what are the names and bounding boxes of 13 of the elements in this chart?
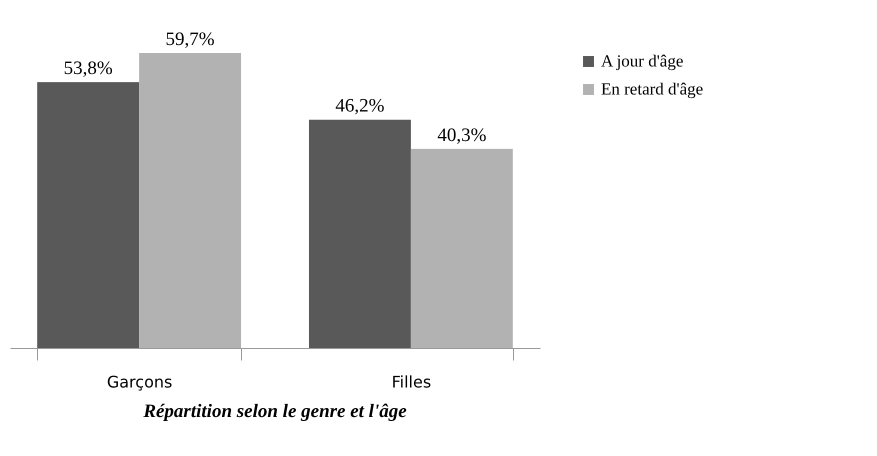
x-tick-label: Garçons (106, 372, 172, 392)
data-label: 59,7% (166, 29, 215, 50)
x-tick-label: Filles (392, 372, 432, 392)
bar (139, 53, 242, 348)
data-label: 53,8% (64, 58, 113, 80)
bar (410, 148, 513, 348)
legend-label: En retard d'âge (601, 80, 704, 98)
data-label: 40,3% (437, 124, 487, 146)
data-label: 46,2% (335, 96, 385, 117)
bar (37, 82, 140, 348)
text: Répartition selon le genre et l'âge (142, 401, 408, 422)
legend-label: A jour d'âge (601, 52, 684, 70)
bar (308, 120, 411, 348)
